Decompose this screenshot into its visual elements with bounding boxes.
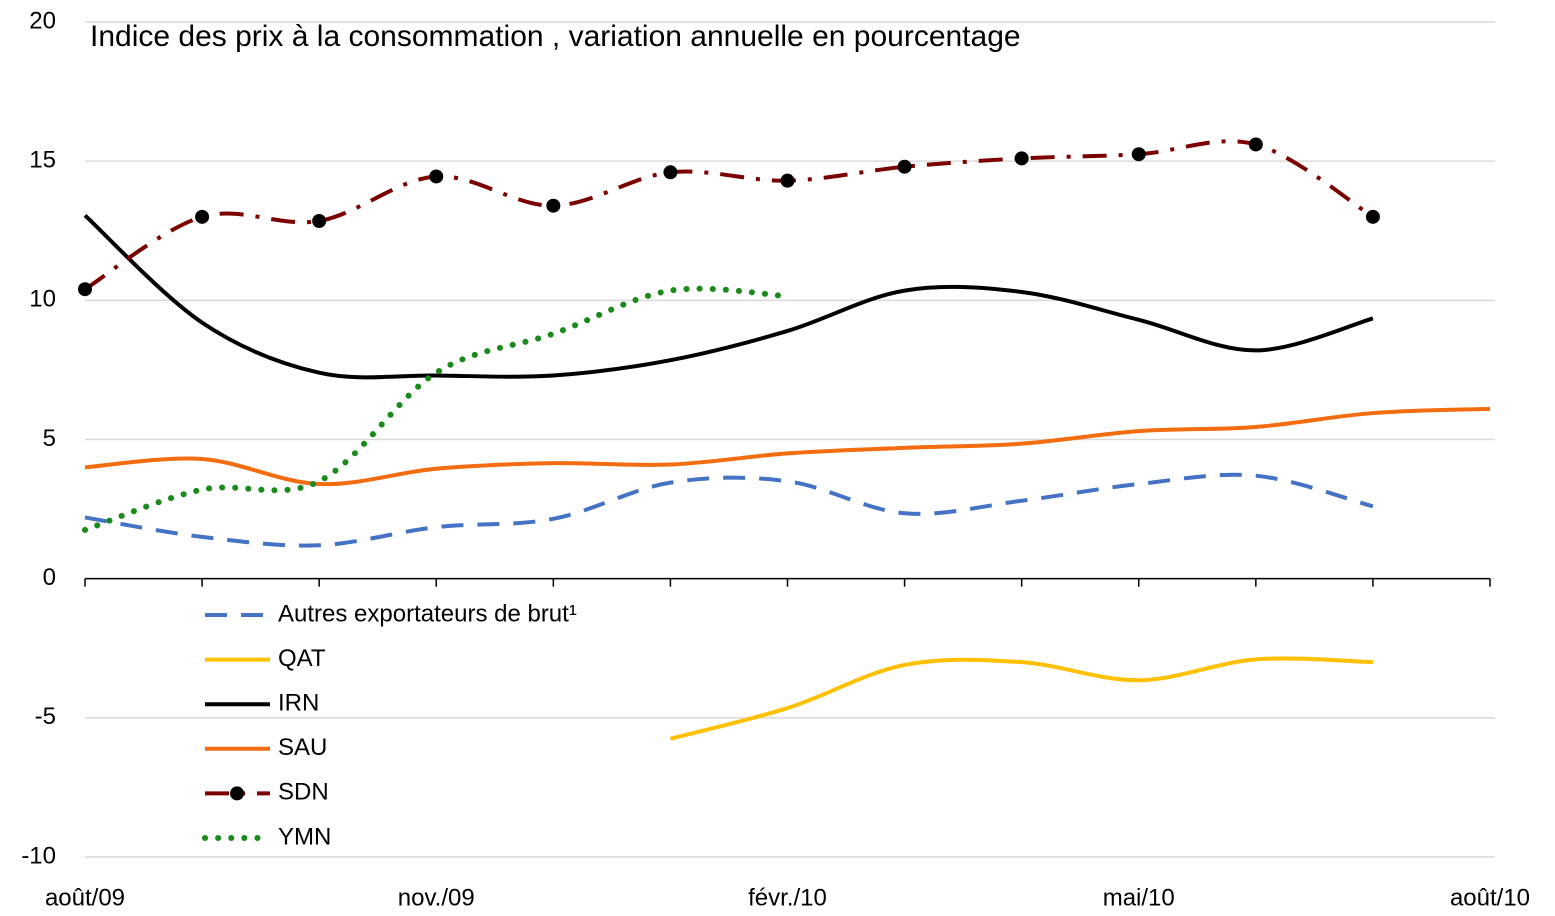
x-tick-label: nov./09 (398, 884, 475, 911)
legend-label: Autres exportateurs de brut¹ (278, 600, 577, 627)
legend-label: IRN (278, 690, 319, 717)
marker (429, 169, 444, 184)
legend-label: SDN (278, 779, 329, 806)
marker (312, 214, 327, 229)
y-tick-label: -5 (35, 703, 56, 730)
marker (78, 282, 92, 297)
marker (1248, 137, 1263, 152)
x-tick-label: févr./10 (748, 884, 827, 911)
series-line (84, 472, 1374, 548)
series-line (82, 285, 791, 533)
legend-label: SAU (278, 734, 327, 761)
x-tick-label: août/09 (45, 884, 125, 911)
legend-label: YMN (278, 823, 331, 850)
legend-marker (230, 786, 244, 801)
series-line (83, 213, 1374, 380)
marker (1131, 147, 1146, 162)
chart-title: Indice des prix à la consommation , vari… (90, 20, 1021, 53)
y-tick-label: -10 (21, 842, 56, 869)
y-tick-label: 20 (29, 7, 56, 34)
y-tick-label: 0 (43, 564, 56, 591)
x-tick-label: mai/10 (1103, 884, 1175, 911)
marker (546, 198, 561, 213)
series-line (84, 406, 1491, 487)
marker (1014, 151, 1029, 166)
marker (780, 173, 795, 188)
marker (663, 165, 678, 180)
y-tick-label: 10 (29, 286, 56, 313)
legend-label: QAT (278, 645, 326, 672)
x-tick-label: août/10 (1450, 884, 1530, 911)
marker (1365, 209, 1380, 224)
series-line (83, 139, 1374, 291)
marker (195, 209, 210, 224)
y-tick-label: 5 (43, 425, 56, 452)
series-line (669, 656, 1373, 741)
y-tick-label: 15 (29, 147, 56, 174)
marker (897, 159, 912, 174)
